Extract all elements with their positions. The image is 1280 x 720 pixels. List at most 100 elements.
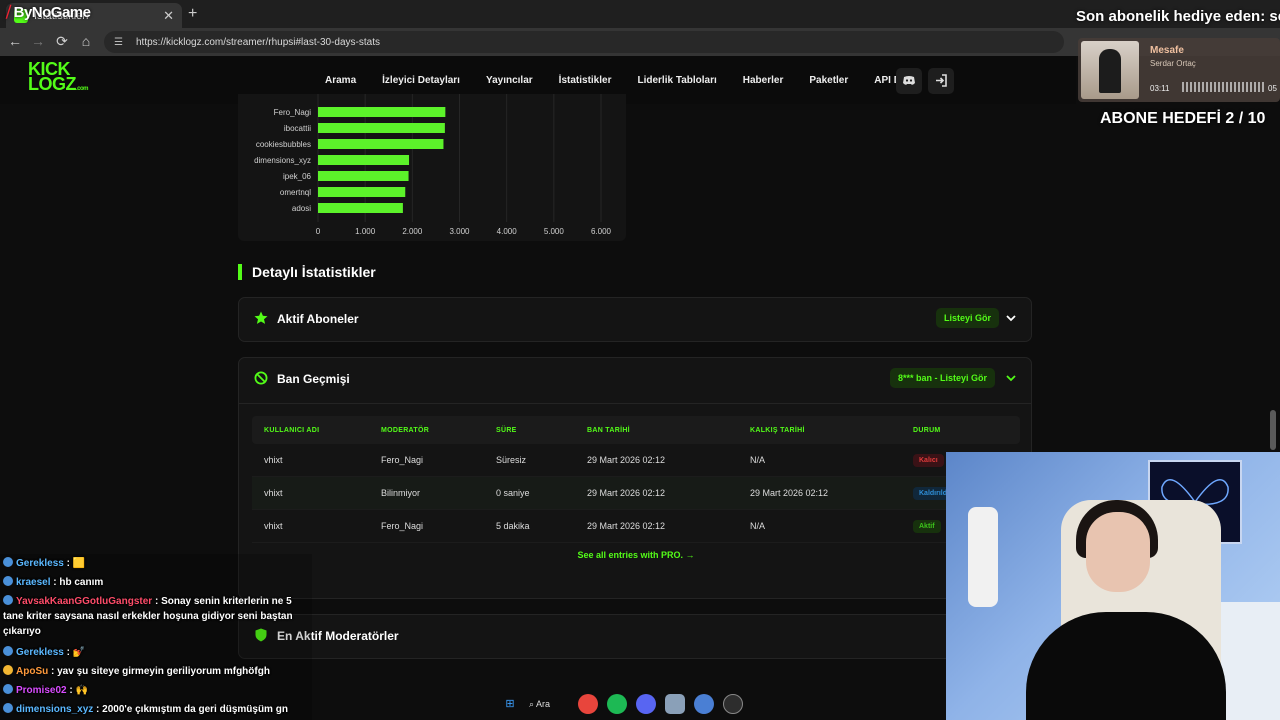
col-header-user[interactable]: KULLANICI ADI xyxy=(264,426,320,434)
waveform-icon xyxy=(1182,82,1264,92)
url-input[interactable]: ☰ https://kicklogz.com/streamer/rhupsi#l… xyxy=(104,31,1064,53)
nav-link-arama[interactable]: Arama xyxy=(325,75,357,86)
cell-lift-date: N/A xyxy=(750,455,766,465)
bar[interactable] xyxy=(318,123,445,133)
spotify-icon[interactable] xyxy=(607,694,627,714)
nav-link-yayincilar[interactable]: Yayıncılar xyxy=(485,75,533,86)
time-total: 05 xyxy=(1268,84,1277,93)
table-row[interactable]: vhixt Fero_Nagi Süresiz 29 Mart 2026 02:… xyxy=(252,444,1020,477)
chrome-icon[interactable] xyxy=(578,694,598,714)
bar[interactable] xyxy=(318,139,444,149)
cell-user[interactable]: vhixt xyxy=(264,521,283,531)
moon-badge-icon xyxy=(3,595,13,605)
taskbar-search-label: Ara xyxy=(536,699,551,709)
logo-suffix: .com xyxy=(76,86,89,92)
cell-moderator[interactable]: Fero_Nagi xyxy=(381,455,424,465)
category-label: Fero_Nagi xyxy=(274,108,312,117)
page-scrollbar[interactable] xyxy=(1270,410,1276,450)
main-nav: Arama İzleyici Detayları Yayıncılar İsta… xyxy=(325,75,944,86)
stream-chat-overlay: Gerekless : 🟨 kraesel : hb canım YavsakK… xyxy=(0,554,312,720)
forward-button[interactable]: → xyxy=(31,33,45,49)
browser-tab-bar: İstatistikleri ✕ + xyxy=(0,0,1280,28)
chat-username: Gerekless xyxy=(16,558,64,569)
windows-taskbar: ⊞ ⌕ Ara xyxy=(500,690,790,718)
cell-user[interactable]: vhixt xyxy=(264,488,283,498)
top-moderators-title: En Aktif Moderatörler xyxy=(277,629,399,643)
x-tick-label: 4.000 xyxy=(497,227,518,236)
ban-history-header[interactable]: Ban Geçmişi 8*** ban - Listeyi Gör xyxy=(239,358,1031,400)
settings-icon[interactable] xyxy=(723,694,743,714)
chat-text: 2000'e çıkmıştım da geri düşmüşüm gn xyxy=(102,704,288,715)
status-badge: Kaldırıldı xyxy=(913,486,955,500)
chat-text: yav şu siteye girmeyin geriliyorum mfghö… xyxy=(57,666,270,677)
view-subscribers-button[interactable]: Listeyi Gör xyxy=(936,308,1000,328)
bar[interactable] xyxy=(318,155,410,165)
ban-history-card: Ban Geçmişi 8*** ban - Listeyi Gör KULLA… xyxy=(238,357,1032,599)
close-tab-icon[interactable]: ✕ xyxy=(163,7,174,23)
nav-link-liderlik-tablolari[interactable]: Liderlik Tabloları xyxy=(637,75,717,86)
nav-link-istatistikler[interactable]: İstatistikler xyxy=(558,75,612,86)
discord-taskbar-icon[interactable] xyxy=(636,694,656,714)
reload-button[interactable]: ⟳ xyxy=(56,33,68,49)
windows-start-icon[interactable]: ⊞ xyxy=(505,698,515,710)
time-elapsed: 03:11 xyxy=(1150,84,1170,93)
x-tick-label: 2.000 xyxy=(402,227,423,236)
kicklogz-logo[interactable]: KICK LOGZ.com xyxy=(28,60,89,97)
discord-button[interactable] xyxy=(896,68,922,94)
see-all-pro-link[interactable]: See all entries with PRO. → xyxy=(577,550,695,560)
cell-lift-date: 29 Mart 2026 02:12 xyxy=(750,488,829,498)
chevron-down-icon[interactable] xyxy=(1004,371,1018,385)
logo-line-2: LOGZ xyxy=(28,74,77,94)
chat-message: ApoSu : yav şu siteye girmeyin geriliyor… xyxy=(3,664,303,679)
table-row[interactable]: vhixt Fero_Nagi 5 dakika 29 Mart 2026 02… xyxy=(252,510,1020,543)
chevron-down-icon[interactable] xyxy=(1004,311,1018,325)
bar[interactable] xyxy=(318,187,406,197)
song-artist: Serdar Ortaç xyxy=(1150,59,1196,68)
chat-username: kraesel xyxy=(16,577,51,588)
category-label: adosi xyxy=(292,204,311,213)
chat-message: Promise02 : 🙌 xyxy=(3,683,303,698)
chat-text: Sonay senin kriterlerin ne 5 tane kriter… xyxy=(3,596,293,637)
col-header-moderator[interactable]: MODERATÖR xyxy=(381,426,430,434)
col-header-status[interactable]: DURUM xyxy=(913,426,941,434)
top-moderators-header[interactable]: En Aktif Moderatörler xyxy=(239,615,1031,657)
discord-icon xyxy=(903,76,915,85)
table-header: KULLANICI ADI MODERATÖR SÜRE BAN TARİHİ … xyxy=(252,416,1020,444)
view-bans-button[interactable]: 8*** ban - Listeyi Gör xyxy=(890,368,996,388)
browser-icon[interactable] xyxy=(694,694,714,714)
nav-link-paketler[interactable]: Paketler xyxy=(809,75,849,86)
chat-message: YavsakKaanGGotluGangster : Sonay senin k… xyxy=(3,595,293,637)
top-chatters-chart: 0 1.000 2.000 3.000 4.000 5.000 6.000 Fero_Nagi… xyxy=(238,94,626,241)
bar[interactable] xyxy=(318,107,446,117)
new-tab-button[interactable]: + xyxy=(188,5,198,22)
cell-duration: 0 saniye xyxy=(496,488,530,498)
col-header-lift-date[interactable]: KALKIŞ TARİHİ xyxy=(750,426,805,434)
col-header-ban-date[interactable]: BAN TARİHİ xyxy=(587,426,630,434)
status-badge: Kalıcı xyxy=(913,453,944,467)
col-header-duration[interactable]: SÜRE xyxy=(496,426,517,434)
cell-user[interactable]: vhixt xyxy=(264,455,283,465)
bar[interactable] xyxy=(318,203,403,213)
cell-moderator[interactable]: Fero_Nagi xyxy=(381,521,424,531)
taskbar-search[interactable]: ⌕ Ara xyxy=(529,699,551,709)
sub-goal-counter: ABONE HEDEFİ 2 / 10 xyxy=(1100,110,1266,127)
cell-moderator[interactable]: Bilinmiyor xyxy=(381,488,421,498)
microphone-icon xyxy=(968,507,998,607)
chat-username: ApoSu xyxy=(16,666,49,677)
back-button[interactable]: ← xyxy=(8,33,22,49)
active-subscribers-header[interactable]: Aktif Aboneler Listeyi Gör xyxy=(239,298,1031,340)
site-info-icon[interactable]: ☰ xyxy=(114,36,123,48)
table-row[interactable]: vhixt Bilinmiyor 0 saniye 29 Mart 2026 0… xyxy=(252,477,1020,510)
bar[interactable] xyxy=(318,171,409,181)
nav-link-izleyici-detaylari[interactable]: İzleyici Detayları xyxy=(382,75,460,86)
login-button[interactable] xyxy=(928,68,954,94)
browser-tab[interactable]: İstatistikleri ✕ xyxy=(6,3,182,28)
home-button[interactable]: ⌂ xyxy=(81,33,91,49)
streamer-face xyxy=(1086,512,1150,592)
chat-username: dimensions_xyz xyxy=(16,704,94,715)
nav-link-haberler[interactable]: Haberler xyxy=(742,75,784,86)
x-tick-label: 0 xyxy=(316,227,321,236)
app-icon[interactable] xyxy=(665,694,685,714)
tab-title: İstatistikleri xyxy=(34,9,89,22)
bynogame-overlay: ⧸ ByNoGame xyxy=(6,4,91,21)
